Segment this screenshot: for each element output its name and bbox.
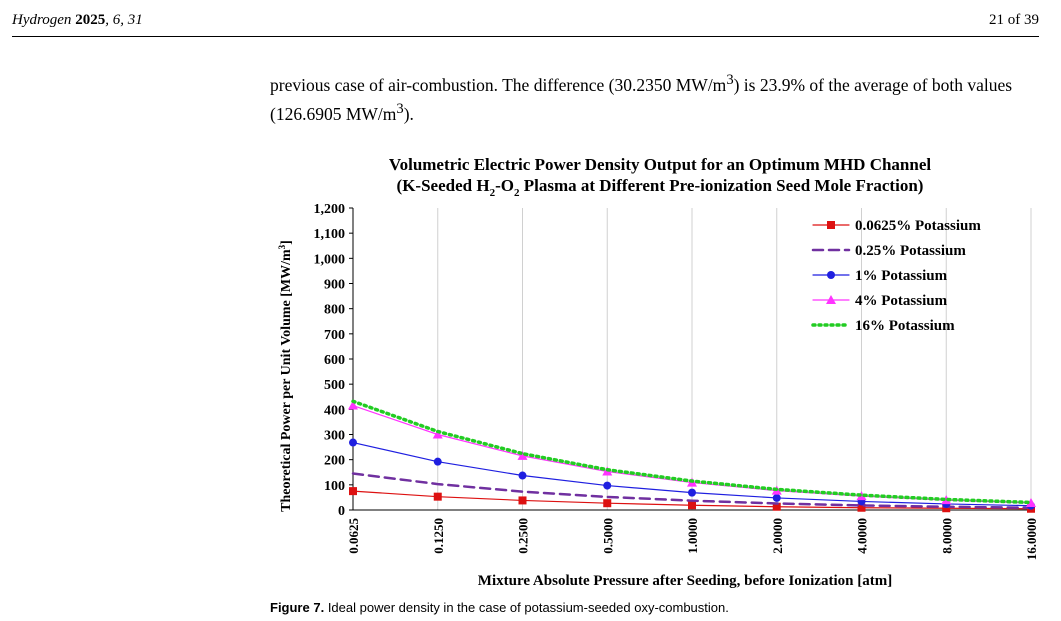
x-tick-label: 16.0000 — [1024, 518, 1039, 560]
data-point — [349, 487, 357, 496]
series-line — [351, 399, 1033, 505]
figure-chart: Volumetric Electric Power Density Output… — [265, 148, 1055, 589]
data-point — [772, 493, 781, 502]
x-tick-label: 2.0000 — [770, 518, 785, 554]
x-tick-label: 8.0000 — [939, 518, 954, 554]
x-tick-label: 0.5000 — [600, 518, 615, 554]
data-point — [349, 438, 357, 447]
journal-volume: , 6, 31 — [105, 12, 143, 28]
body-paragraph: previous case of air-combustion. The dif… — [270, 68, 1050, 126]
legend-marker — [827, 221, 835, 229]
page-header: Hydrogen 2025, 6, 31 21 of 39 — [12, 8, 1039, 37]
y-tick-label: 1,000 — [314, 252, 346, 267]
y-tick-label: 400 — [324, 403, 345, 418]
page-number: 21 of 39 — [989, 12, 1039, 28]
x-axis-label: Mixture Absolute Pressure after Seeding,… — [478, 573, 892, 588]
data-point — [603, 481, 612, 490]
legend-label: 0.0625% Potassium — [855, 218, 981, 234]
data-point — [942, 504, 951, 513]
x-tick-label: 0.0625 — [346, 518, 361, 554]
chart-svg: Volumetric Electric Power Density Output… — [277, 155, 1040, 589]
y-tick-label: 1,200 — [314, 202, 346, 217]
y-tick-label: 300 — [324, 429, 345, 444]
figure-caption: Figure 7. Ideal power density in the cas… — [270, 600, 1040, 621]
data-point — [857, 503, 866, 512]
x-tick-label: 0.2500 — [516, 518, 531, 554]
y-tick-label: 800 — [324, 303, 345, 318]
journal-name: Hydrogen — [12, 12, 72, 28]
paragraph-sup-2: 3 — [396, 100, 404, 117]
data-point — [603, 499, 612, 508]
chart-title-line2: (K-Seeded H2-O2 Plasma at Different Pre-… — [397, 176, 924, 199]
legend-marker — [826, 295, 836, 304]
legend-marker — [827, 271, 835, 279]
y-tick-label: 900 — [324, 278, 345, 293]
data-point — [772, 502, 781, 511]
data-point — [518, 471, 527, 480]
data-point — [1026, 497, 1036, 507]
data-point — [433, 492, 442, 501]
data-point — [518, 496, 527, 505]
y-tick-label: 600 — [324, 353, 345, 368]
y-tick-label: 0 — [338, 504, 345, 519]
data-point — [433, 457, 442, 466]
y-axis-label: Theoretical Power per Unit Volume [MW/m3… — [277, 240, 294, 512]
y-tick-label: 500 — [324, 378, 345, 393]
data-point — [432, 429, 443, 439]
y-tick-label: 700 — [324, 328, 345, 343]
journal-year: 2025 — [75, 12, 106, 28]
x-tick-label: 1.0000 — [685, 518, 700, 554]
series-line — [351, 472, 1033, 509]
legend-label: 0.25% Potassium — [855, 243, 966, 259]
data-point — [517, 450, 528, 460]
y-tick-label: 100 — [324, 479, 345, 494]
paragraph-text-2: ) is 23.9% of the average of both values… — [270, 74, 1013, 124]
legend-label: 4% Potassium — [855, 293, 948, 309]
paragraph-text-1: previous case of air-combustion. The dif… — [270, 74, 727, 95]
x-tick-label: 0.1250 — [431, 518, 446, 554]
series-group — [348, 399, 1036, 513]
chart-legend: 0.0625% Potassium 0.25% Potassium 1% Potas… — [811, 218, 981, 334]
y-tick-label: 1,100 — [314, 227, 346, 242]
y-tick-label: 200 — [324, 454, 345, 469]
data-point — [348, 400, 358, 410]
journal-citation: Hydrogen 2025, 6, 31 — [12, 12, 143, 29]
legend-label: 16% Potassium — [855, 318, 955, 334]
data-point — [688, 501, 696, 510]
legend-label: 1% Potassium — [855, 268, 948, 284]
chart-title-line1: Volumetric Electric Power Density Output… — [389, 155, 932, 174]
paragraph-text-3: ). — [403, 103, 414, 124]
data-point — [688, 488, 696, 497]
paragraph-sup-1: 3 — [726, 72, 734, 88]
axes: 0.0625 0.1250 0.2500 0.5000 1.0000 2.0000 4.00… — [314, 202, 1040, 560]
x-tick-label: 4.0000 — [855, 518, 870, 554]
caption-label: Figure 7. — [270, 600, 325, 615]
caption-text: Ideal power density in the case of potas… — [327, 600, 729, 615]
